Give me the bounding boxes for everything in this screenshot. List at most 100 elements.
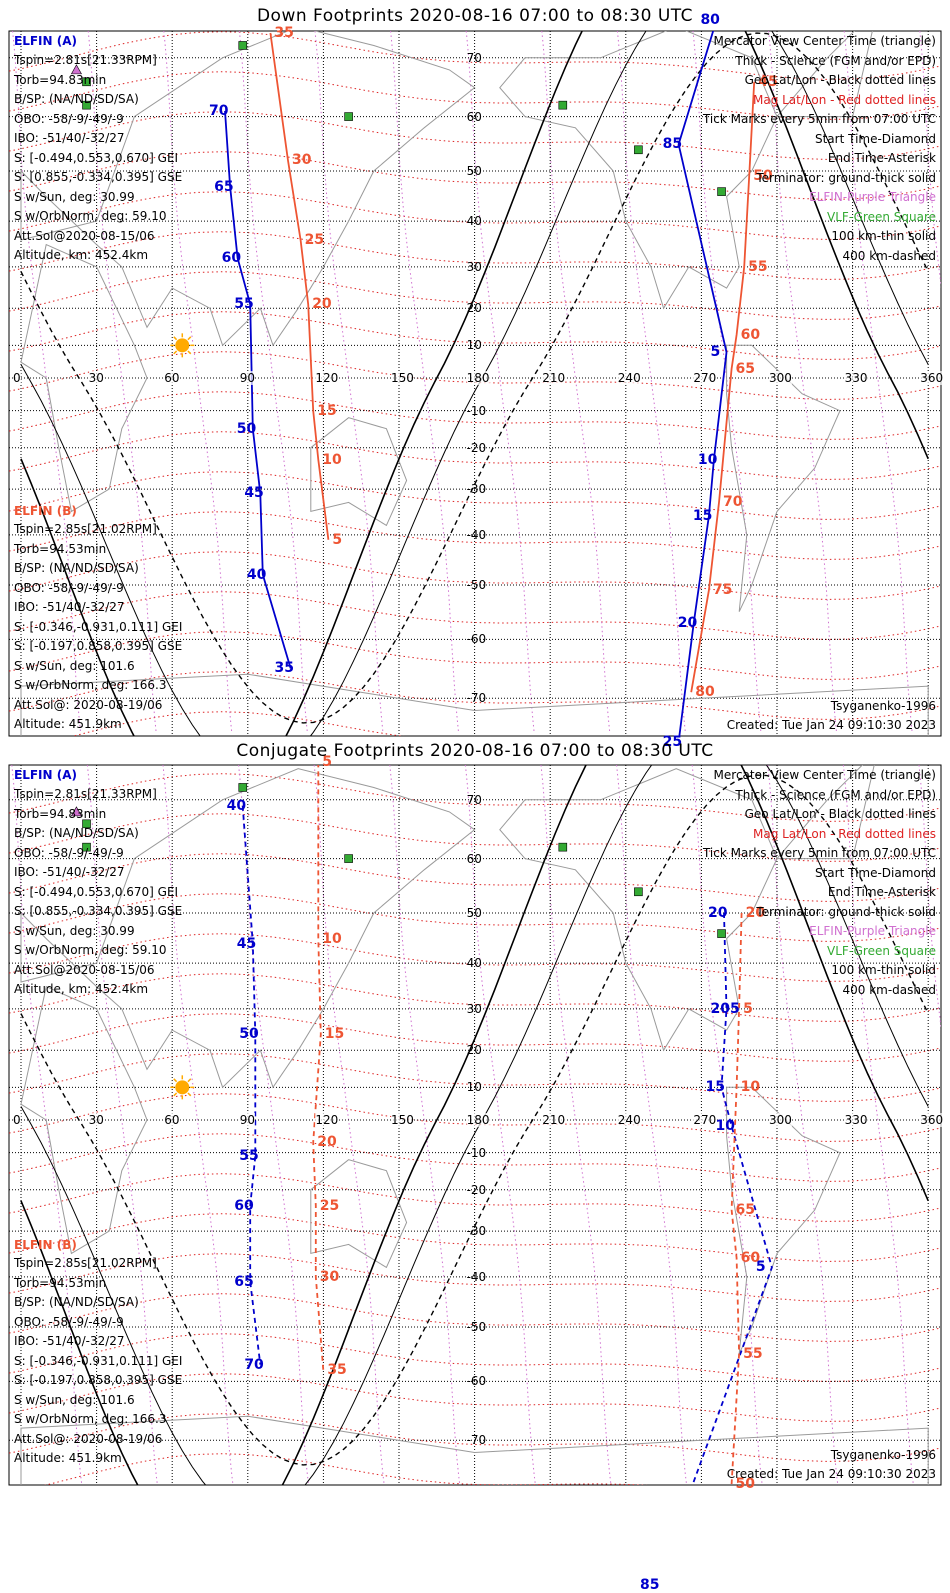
elfin-a-info: B/SP: (NA/ND/SD/SA) xyxy=(14,92,139,106)
legend-entry: ELFIN-Purple Triangle xyxy=(809,190,936,204)
terminator-100km xyxy=(20,765,929,1485)
mag-lon-line xyxy=(541,31,611,732)
lon-tick-label: 330 xyxy=(844,371,868,385)
mag-lon-line xyxy=(390,31,459,732)
track-b-tick-label: 20 xyxy=(317,1134,337,1151)
lon-tick-label: 210 xyxy=(542,1113,566,1127)
track-a-tick-label: 60 xyxy=(221,250,242,267)
mag-lon-line xyxy=(616,765,688,1485)
terminator-100km xyxy=(20,31,929,736)
vlf-station-icon xyxy=(82,77,91,87)
sun-ray xyxy=(173,1078,178,1083)
vlf-station-icon xyxy=(238,41,248,50)
elfin-a-info: S: [0.855,-0.334,0.395] GSE xyxy=(14,904,183,918)
track-b-tick-label: 60 xyxy=(740,326,761,343)
coastline xyxy=(726,1086,841,1354)
track-b-tick-label: 55 xyxy=(748,258,768,275)
elfin-a-info: Att.Sol@2020-08-15/06 xyxy=(14,962,155,977)
lon-tick-label: 120 xyxy=(315,1113,339,1127)
vlf-station-icon xyxy=(82,100,91,110)
track-a-tick-label: 20 xyxy=(708,905,728,922)
track-a-tick-label: 35 xyxy=(274,660,295,677)
satellite-track xyxy=(730,912,743,1485)
legend-entry: Tick Marks every 5min from 07:00 UTC xyxy=(702,112,936,126)
mag-lon-line xyxy=(843,31,913,732)
sun-ray xyxy=(187,1078,192,1083)
elfin-b-info: Torb=94.53min xyxy=(14,541,107,556)
elfin-a-label: ELFIN (A) xyxy=(14,768,77,782)
lon-tick-label: 120 xyxy=(315,371,339,385)
elfin-b-info: S w/OrbNorm, deg: 166.3 xyxy=(14,1412,167,1426)
vlf-station-icon xyxy=(344,854,353,863)
legend-entry: Thick - Science (FGM and/or EPD) xyxy=(735,53,936,68)
track-a-tick-label: 40 xyxy=(246,566,267,583)
elfin-b-info: Altitude: 451.9km xyxy=(14,1451,122,1465)
lon-tick-label: 30 xyxy=(88,371,104,385)
legend-entry: Terminator: ground-thick solid xyxy=(756,170,936,185)
mag-lon-line xyxy=(0,765,6,1485)
elfin-a-info: Torb=94.83min xyxy=(14,806,107,821)
mag-lon-line xyxy=(0,31,5,731)
elfin-b-info: S: [-0.346,-0.931,0.111] GEI xyxy=(14,619,183,634)
elfin-b-info: S: [-0.197,0.858,0.395] GSE xyxy=(14,639,183,653)
vlf-station-icon xyxy=(558,100,568,110)
track-b-tick-label: 60 xyxy=(740,1250,761,1267)
track-a-tick-label: 45 xyxy=(244,485,264,502)
lat-tick-label: -70 xyxy=(466,691,487,706)
lat-tick-label: -70 xyxy=(466,1433,487,1448)
coastline xyxy=(726,344,841,612)
lat-tick-label: 20 xyxy=(466,301,482,316)
down-panel-title: Down Footprints 2020-08-16 07:00 to 08:3… xyxy=(256,6,694,26)
elfin-a-info: S: [0.855,-0.334,0.395] GSE xyxy=(14,170,183,184)
coastline xyxy=(310,417,408,527)
elfin-a-info: B/SP: (NA/ND/SD/SA) xyxy=(14,826,139,840)
lon-tick-label: 180 xyxy=(466,371,490,385)
vlf-station-icon xyxy=(344,112,353,121)
elfin-b-info: S: [-0.197,0.858,0.395] GSE xyxy=(14,1373,183,1387)
elfin-b-info: OBO: -58/-9/-49/-9 xyxy=(14,580,124,595)
elfin-a-info: OBO: -58/-9/-49/-9 xyxy=(14,111,124,126)
legend-entry: End Time-Asterisk xyxy=(827,885,936,899)
mag-lon-line xyxy=(314,31,384,732)
elfin-b-info: Att.Sol@: 2020-08-19/06 xyxy=(14,697,163,712)
terminator-ground xyxy=(20,31,929,736)
track-b-tick-label: 5 xyxy=(322,754,333,771)
mag-lon-line xyxy=(11,765,83,1485)
track-a-tick-label: 50 xyxy=(239,1026,259,1043)
track-b-tick-label: 30 xyxy=(292,152,312,169)
legend-entry: 100 km-thin solid xyxy=(831,229,936,243)
lon-tick-label: 360 xyxy=(920,371,944,385)
lon-tick-label: 210 xyxy=(542,371,566,385)
track-b-tick-label: 35 xyxy=(274,25,294,41)
lon-tick-label: 360 xyxy=(920,1113,944,1127)
legend-entry: End Time-Asterisk xyxy=(827,151,936,165)
track-a-tick-label: 55 xyxy=(234,296,254,313)
elfin-b-info: IBO: -51/40/-32/27 xyxy=(14,1334,125,1348)
track-a-tick-label: 5 xyxy=(755,1259,766,1276)
lon-tick-label: 180 xyxy=(466,1113,490,1127)
lon-tick-label: 150 xyxy=(391,371,414,385)
lat-tick-label: -40 xyxy=(466,1269,487,1284)
elfin-a-info: IBO: -51/40/-32/27 xyxy=(14,865,125,879)
vlf-station-icon xyxy=(82,842,91,852)
legend-entry: Tick Marks every 5min from 07:00 UTC xyxy=(702,846,936,860)
track-b-tick-label: 70 xyxy=(722,494,743,511)
coastline xyxy=(20,31,476,347)
lat-tick-label: 50 xyxy=(466,164,482,179)
track-a-tick-label: 10 xyxy=(697,451,718,468)
legend-entry: Terminator: ground-thick solid xyxy=(756,904,936,919)
lat-tick-label: 10 xyxy=(466,1080,482,1095)
coastline xyxy=(310,1159,408,1269)
legend-entry: Start Time-Diamond xyxy=(814,131,936,146)
vlf-station-icon xyxy=(82,819,91,829)
legend-entry: VLF-Green Square xyxy=(827,209,936,224)
legend-entry: Mercator View Center Time (triangle) xyxy=(713,34,936,48)
track-a-tick-label: 50 xyxy=(236,420,257,437)
elfin-a-info: IBO: -51/40/-32/27 xyxy=(14,131,125,145)
mag-lon-line xyxy=(691,765,763,1485)
elfin-b-info: S: [-0.346,-0.931,0.111] GEI xyxy=(14,1353,183,1368)
lat-tick-label: -50 xyxy=(466,1319,487,1334)
track-a-tick-label: 205 xyxy=(710,1000,740,1017)
track-b-tick-label: 15 xyxy=(324,1026,345,1043)
mag-lon-line xyxy=(767,765,839,1485)
